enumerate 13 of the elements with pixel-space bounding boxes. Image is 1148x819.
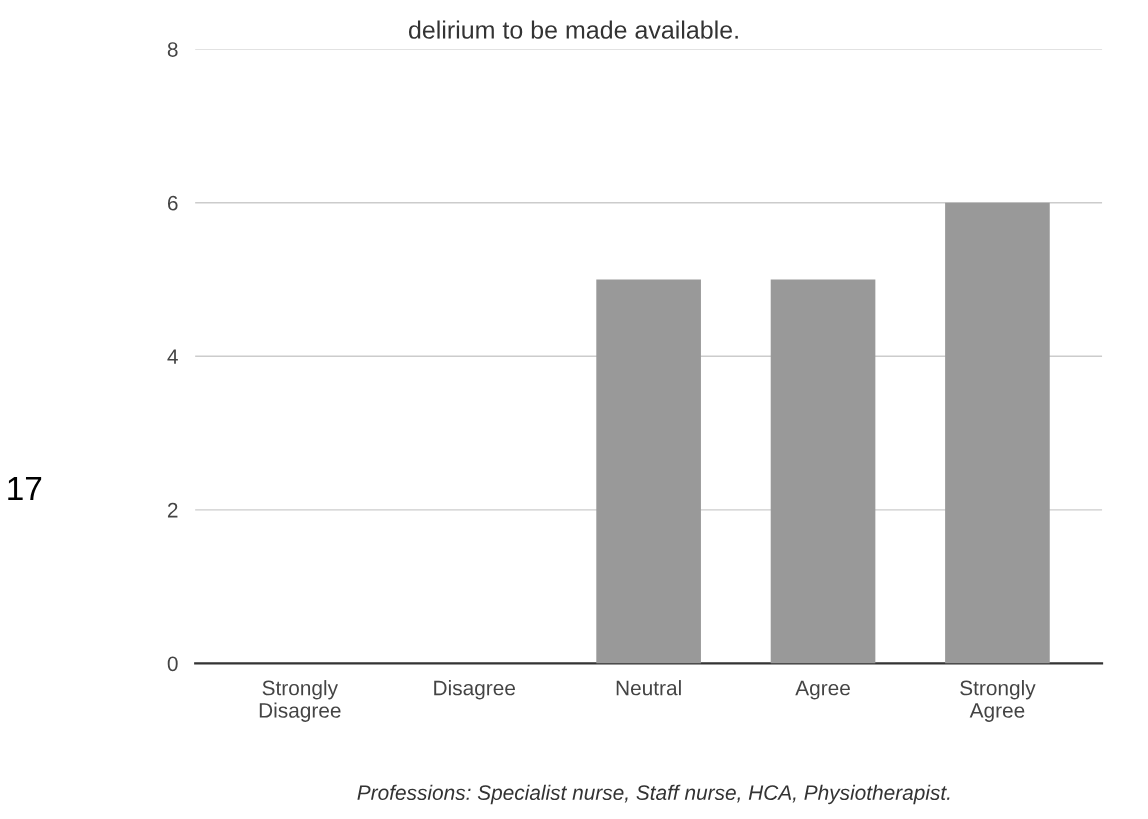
- x-tick-label: Neutral: [616, 680, 681, 696]
- y-tick-label: 6: [167, 195, 178, 211]
- y-tick-label: 4: [167, 349, 178, 364]
- x-tick-label: Strongly Disagree: [259, 680, 341, 722]
- x-tick-label: Agree: [795, 680, 850, 700]
- y-tick-label: 0: [167, 656, 178, 672]
- y-tick-label: 8: [167, 42, 178, 57]
- y-tick-label: 2: [167, 502, 178, 518]
- x-tick-label: Disagree: [434, 680, 515, 700]
- text: Professions: Specialist nurse, Staff nurse, HCA, Physiotherapist.: [357, 784, 950, 805]
- x-tick-label: Strongly Agree: [960, 680, 1036, 722]
- chart-title: delirium to be made available.: [409, 20, 738, 39]
- text: 17: [8, 477, 42, 501]
